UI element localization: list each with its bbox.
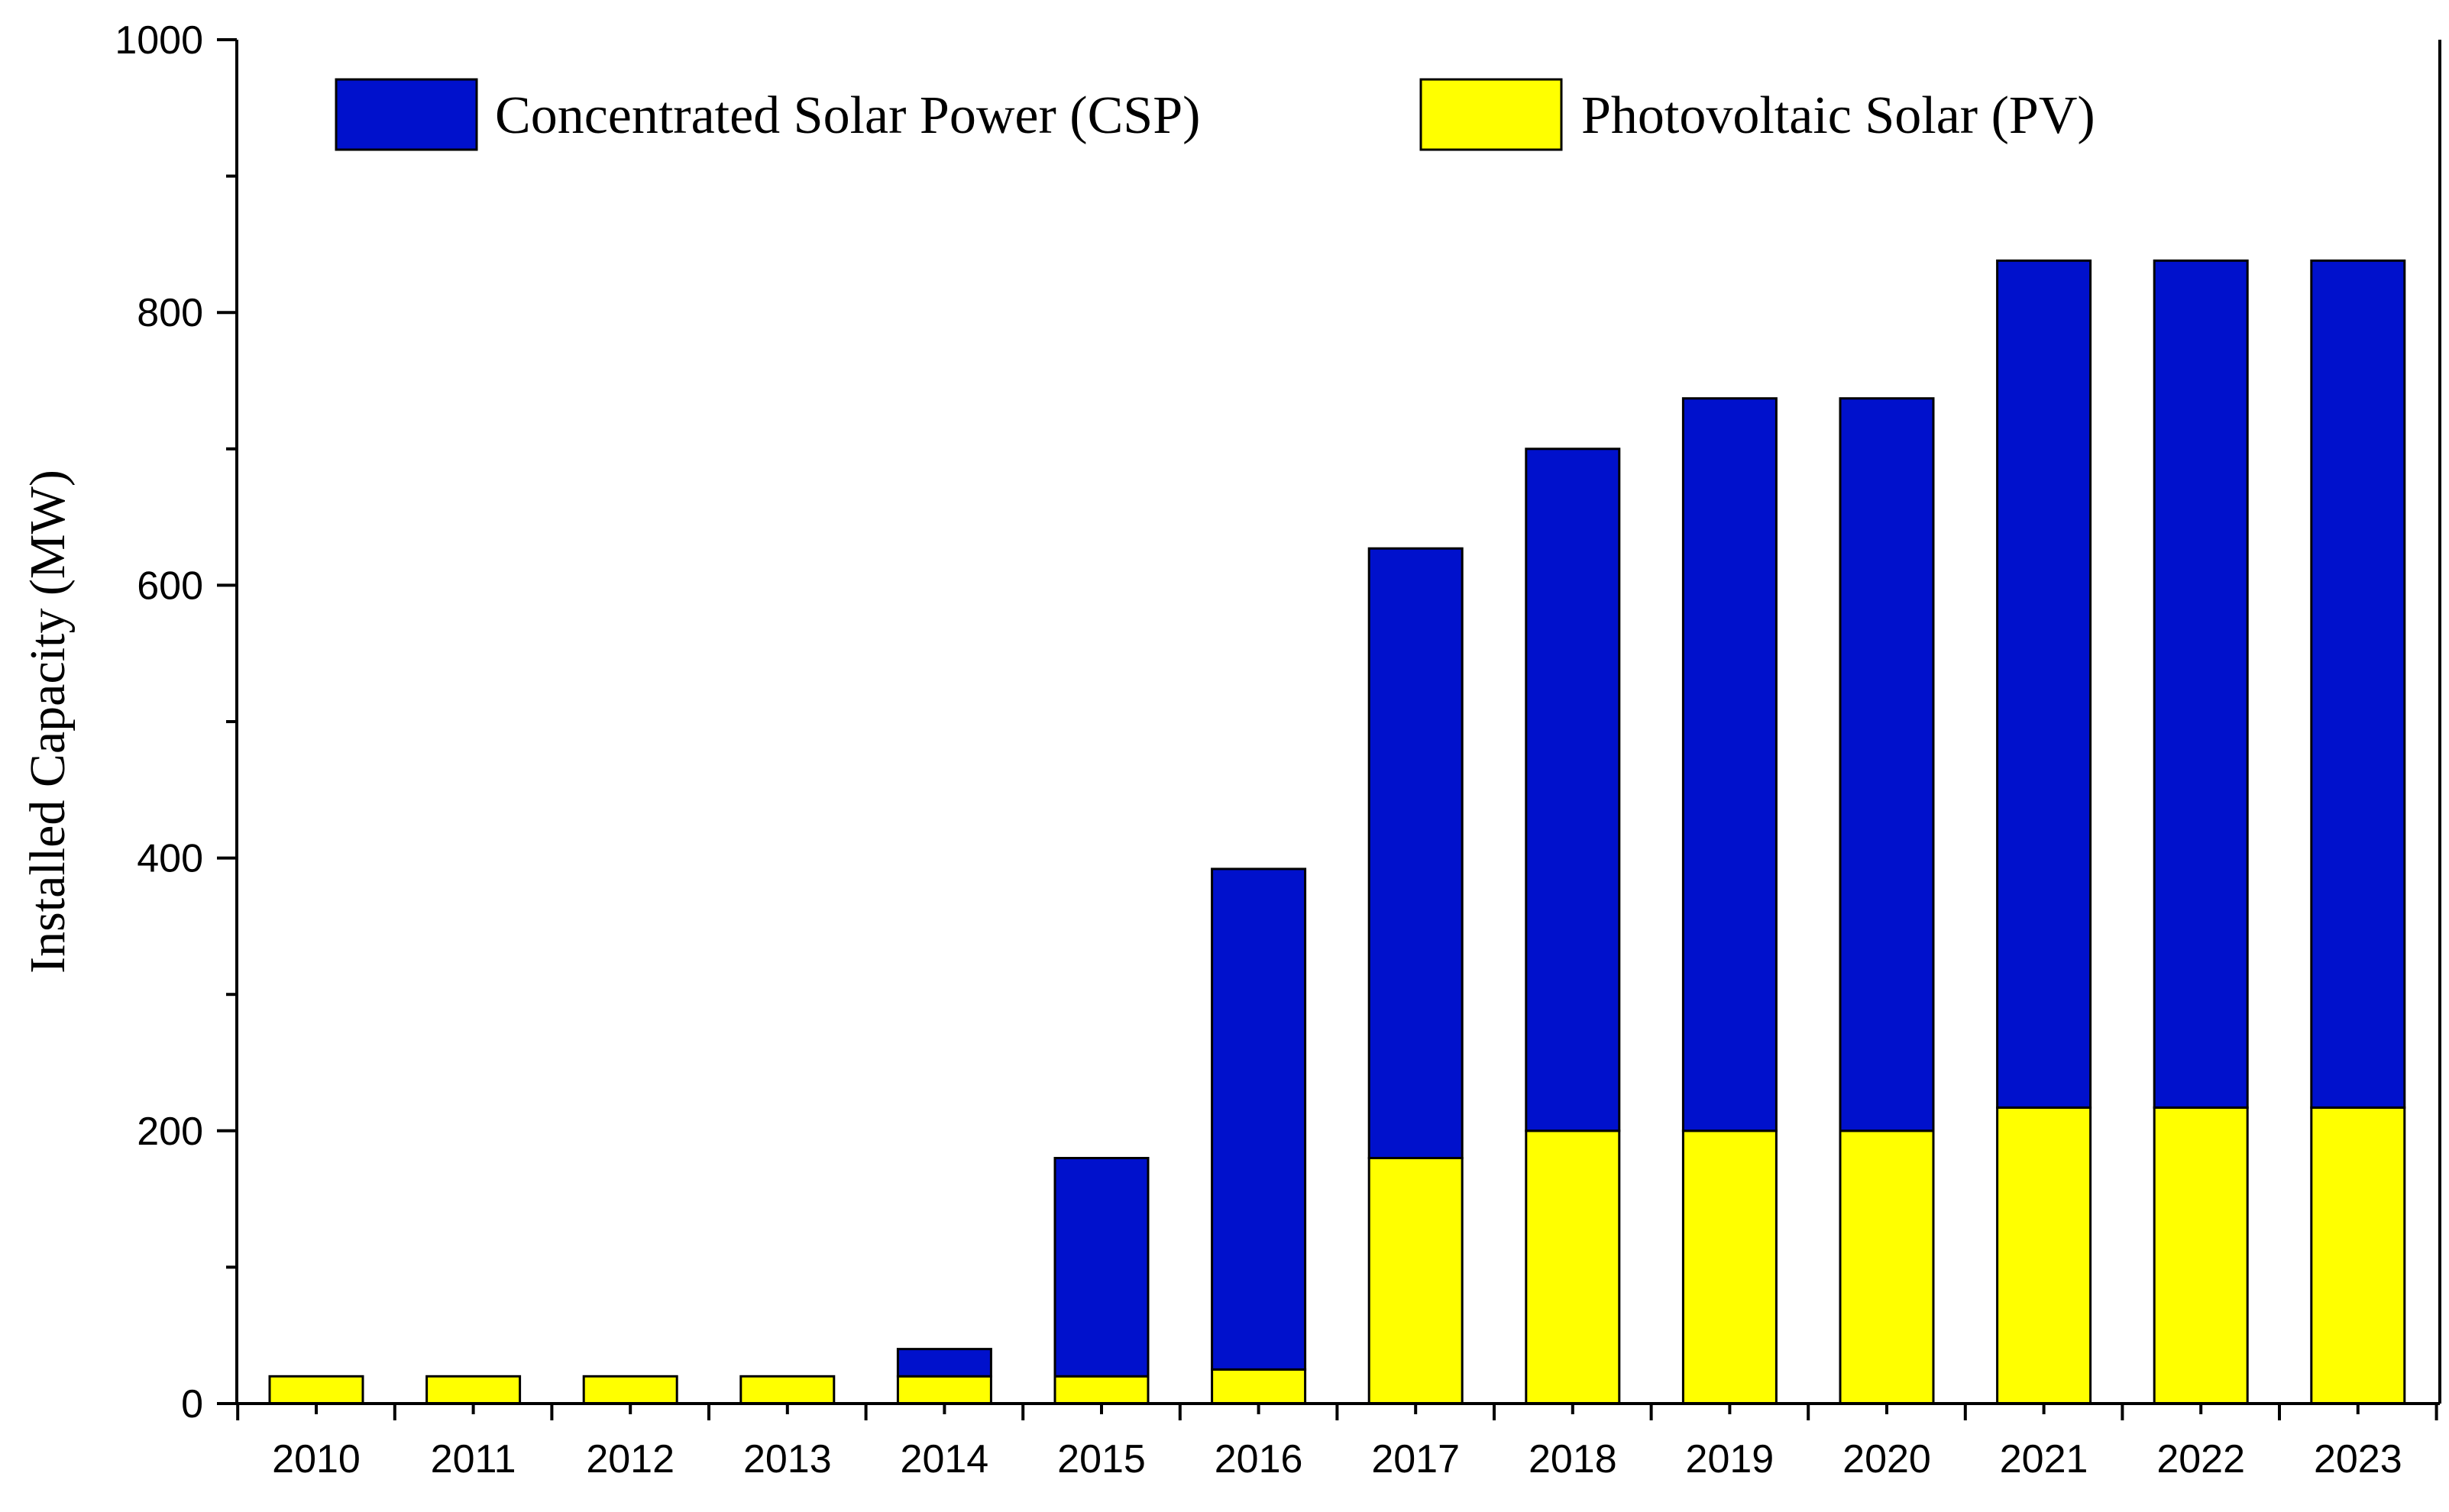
y-tick-label-1000: 1000 — [115, 18, 203, 63]
x-tick-label-2018: 2018 — [1529, 1437, 1617, 1481]
bar-pv-2012 — [582, 1375, 678, 1405]
x-tick-label-2020: 2020 — [1842, 1437, 1931, 1481]
legend-label-pv: Photovoltaic Solar (PV) — [1581, 86, 2095, 145]
x-tick-label-2013: 2013 — [743, 1437, 832, 1481]
bar-pv-2015 — [1053, 1375, 1150, 1405]
bar-csp-2016 — [1211, 867, 1307, 1371]
axes-layer: 0 200 400 600 800 1000 2010 2011 2012 2013 2014 201… — [20, 18, 2441, 1481]
y-tick-label-0: 0 — [181, 1382, 203, 1426]
bar-pv-2020 — [1839, 1129, 1935, 1405]
bar-pv-2013 — [739, 1375, 836, 1405]
bar-csp-2015 — [1053, 1157, 1150, 1378]
x-tick-label-2022: 2022 — [2156, 1437, 2245, 1481]
legend: Concentrated Solar Power (CSP) Photovolta… — [335, 78, 2095, 151]
bar-csp-2017 — [1367, 547, 1464, 1159]
bar-pv-2017 — [1367, 1157, 1464, 1405]
bar-csp-2020 — [1839, 397, 1935, 1132]
bar-pv-2023 — [2310, 1106, 2406, 1405]
bars-layer — [268, 259, 2406, 1405]
bar-csp-2021 — [1996, 259, 2092, 1109]
bar-csp-2023 — [2310, 259, 2406, 1109]
legend-swatch-csp — [335, 78, 478, 151]
x-tick-label-2016: 2016 — [1215, 1437, 1303, 1481]
bar-pv-2016 — [1211, 1368, 1307, 1405]
x-tick-label-2017: 2017 — [1371, 1437, 1460, 1481]
x-tick-label-2014: 2014 — [901, 1437, 989, 1481]
bar-pv-2019 — [1681, 1129, 1778, 1405]
bar-csp-2019 — [1681, 397, 1778, 1132]
legend-label-csp: Concentrated Solar Power (CSP) — [495, 86, 1200, 145]
y-tick-label-600: 600 — [137, 564, 203, 608]
x-tick-label-2023: 2023 — [2314, 1437, 2402, 1481]
bar-pv-2011 — [425, 1375, 522, 1405]
x-tick-label-2021: 2021 — [2000, 1437, 2088, 1481]
bar-pv-2010 — [268, 1375, 364, 1405]
bar-csp-2014 — [896, 1348, 992, 1378]
bar-pv-2022 — [2153, 1106, 2249, 1405]
x-tick-label-2011: 2011 — [431, 1437, 516, 1481]
bar-csp-2018 — [1525, 447, 1621, 1132]
bar-csp-2022 — [2153, 259, 2249, 1109]
y-tick-label-800: 800 — [137, 291, 203, 335]
x-tick-label-2019: 2019 — [1686, 1437, 1774, 1481]
y-tick-label-400: 400 — [137, 837, 203, 881]
y-tick-label-200: 200 — [137, 1110, 203, 1154]
y-axis-title: Installed Capacity (MW) — [20, 470, 76, 974]
x-tick-label-2015: 2015 — [1057, 1437, 1146, 1481]
x-tick-label-2012: 2012 — [586, 1437, 675, 1481]
legend-swatch-pv — [1419, 78, 1563, 151]
bar-pv-2014 — [896, 1375, 992, 1405]
bar-pv-2018 — [1525, 1129, 1621, 1405]
x-tick-label-2010: 2010 — [272, 1437, 361, 1481]
bar-pv-2021 — [1996, 1106, 2092, 1405]
